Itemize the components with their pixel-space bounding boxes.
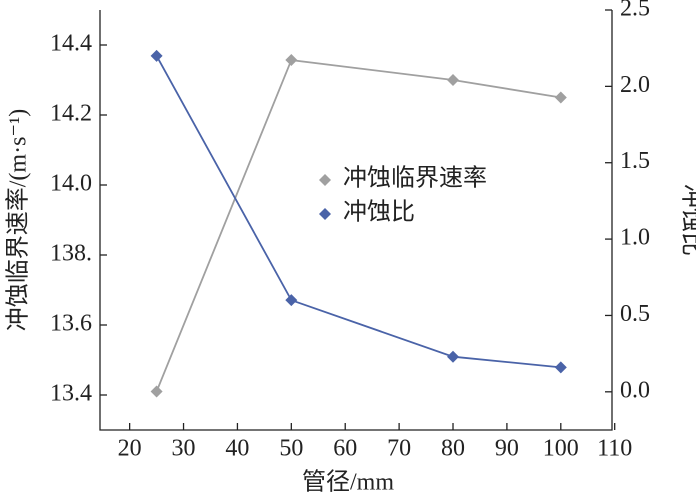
y2-tick-label: 2.5 [620,0,650,22]
legend-marker [319,174,331,186]
y-tick-label: 14.4 [50,31,92,57]
y2-tick-label: 1.0 [620,225,650,251]
legend-marker [319,208,331,220]
x-tick-label: 40 [225,436,249,462]
y2-tick-label: 1.5 [620,148,650,174]
x-axis-label: 管径/mm [302,469,394,496]
x-tick-label: 60 [333,436,357,462]
y2-axis-label: 冲蚀比 [678,184,696,256]
x-tick-label: 110 [597,436,632,462]
x-tick-label: 30 [172,436,196,462]
point [150,49,163,62]
point [285,54,298,67]
series-line [155,55,561,369]
y2-tick-label: 0.5 [620,301,650,327]
point [285,294,298,307]
point [150,385,163,398]
y-tick-label: 14.2 [50,101,92,127]
legend-label: 冲蚀临界速率 [343,165,487,192]
x-tick-label: 70 [387,436,411,462]
y2-tick-label: 0.0 [620,377,650,403]
x-tick-label: 80 [441,436,465,462]
x-tick-label: 90 [495,436,519,462]
x-tick-label: 20 [118,436,142,462]
legend-label: 冲蚀比 [343,199,415,226]
series-line [155,59,561,392]
point [554,361,567,374]
y-tick-label: 138. [50,241,92,267]
y-tick-label: 14.0 [50,171,92,197]
x-tick-label: 50 [279,436,303,462]
point [447,350,460,363]
point [447,74,460,86]
x-tick-label: 100 [543,436,579,462]
point [554,91,567,104]
y2-tick-label: 2.0 [620,72,650,98]
y-tick-label: 13.6 [50,311,92,337]
y-tick-label: 13.4 [50,381,92,407]
y-axis-label: 冲蚀临界速率/(m·s⁻¹) [5,109,32,332]
axes-frame [99,10,613,431]
